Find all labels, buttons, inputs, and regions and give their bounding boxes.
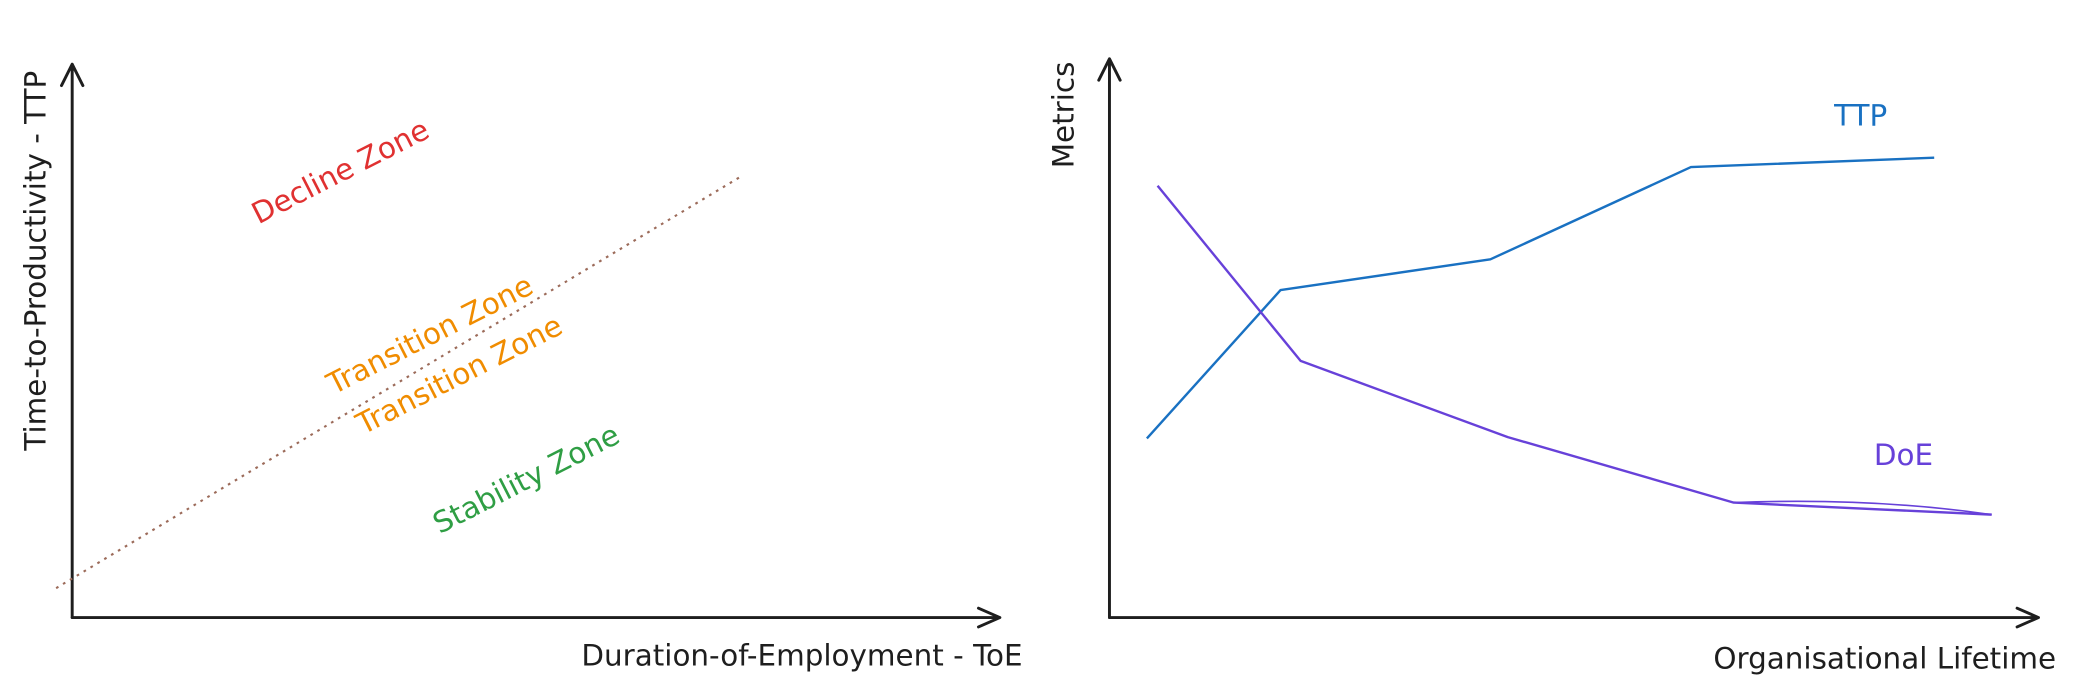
doe-line: [1156, 185, 1992, 516]
zone-label: Decline Zone: [246, 112, 434, 230]
y-axis-label: Metrics: [1046, 62, 1080, 169]
left-diagram: Time-to-Productivity - TTP Duration-of-E…: [18, 62, 1023, 673]
canvas: Time-to-Productivity - TTP Duration-of-E…: [18, 57, 2056, 675]
right-diagram: Metrics Organisational Lifetime TTP DoE: [1046, 57, 2056, 675]
x-axis: [70, 606, 1002, 629]
doe-sketch-stroke: [1733, 500, 1992, 516]
zone-label: Stability Zone: [427, 417, 625, 540]
x-axis-label: Duration-of-Employment - ToE: [581, 639, 1022, 673]
line-label: DoE: [1874, 438, 1933, 472]
x-axis: [1107, 606, 2040, 629]
y-axis: [1097, 57, 1122, 620]
x-axis-label: Organisational Lifetime: [1713, 641, 2056, 675]
line-label: TTP: [1833, 99, 1887, 133]
threshold-line: [55, 174, 744, 590]
y-axis: [60, 62, 85, 620]
ttp-line: [1145, 156, 1935, 440]
y-axis-label: Time-to-Productivity - TTP: [18, 71, 52, 452]
